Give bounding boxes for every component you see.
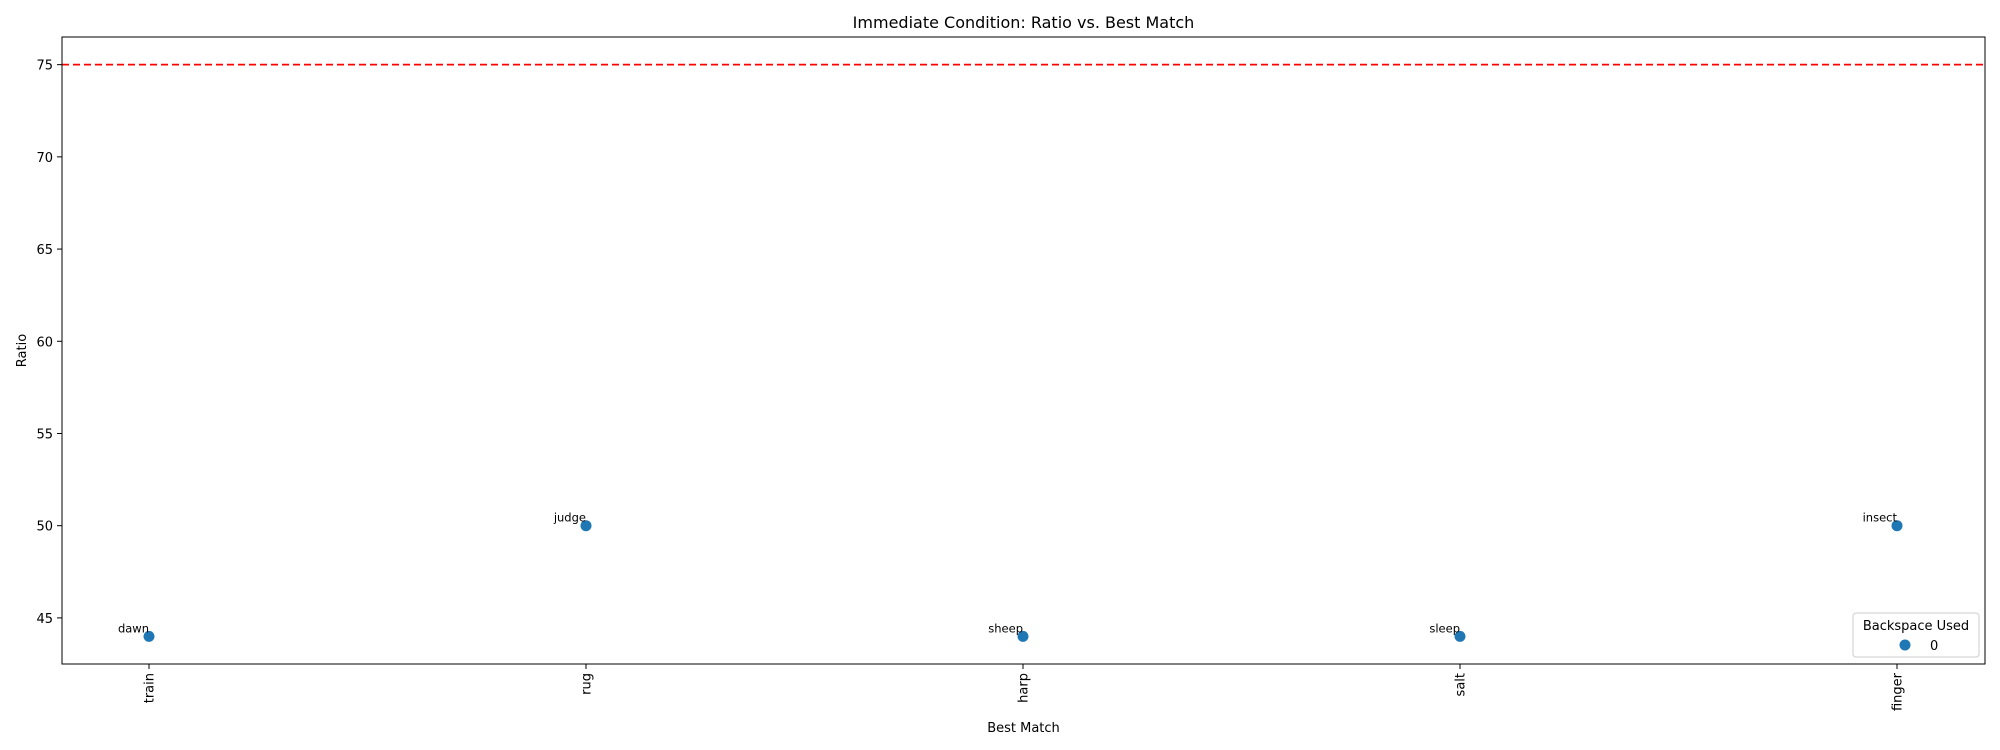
legend-label: 0 [1930,639,1938,654]
y-tick-label: 50 [36,520,53,535]
x-axis-title: Best Match [987,721,1060,736]
y-tick-label: 65 [36,243,53,258]
x-tick-label: rug [580,673,595,695]
y-tick-label: 45 [36,612,53,627]
point-label: insect [1863,511,1898,525]
y-tick-label: 60 [36,335,53,350]
y-tick-label: 70 [36,151,53,166]
data-point [1017,630,1029,642]
point-label: dawn [118,621,149,635]
x-tick-label: harp [1017,673,1032,703]
chart-title: Immediate Condition: Ratio vs. Best Matc… [853,13,1195,32]
data-point [580,520,592,532]
data-point [143,630,155,642]
x-tick-label: salt [1454,673,1469,696]
point-label: judge [553,511,586,525]
data-point [1891,520,1903,532]
legend: Backspace Used 0 [1852,612,1980,658]
y-tick-label: 75 [36,59,53,74]
point-label: sheep [988,621,1023,635]
legend-marker [1899,639,1911,651]
legend-box [1852,612,1980,658]
data-point [1454,630,1466,642]
x-tick-label: finger [1891,672,1906,711]
legend-title: Backspace Used [1863,619,1969,634]
y-axis-title: Ratio [15,334,30,367]
plot-area: 45 50 55 60 65 70 75 train rug harp salt finger dawn… [36,36,1986,711]
axes-frame [61,36,1986,665]
y-tick-label: 55 [36,427,53,442]
x-tick-label: train [143,673,158,703]
point-label: sleep [1429,621,1460,635]
